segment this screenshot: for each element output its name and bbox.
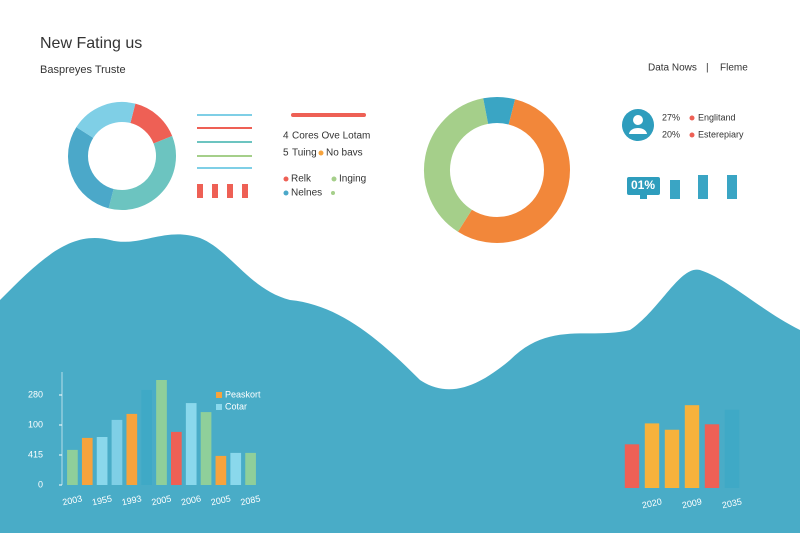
bar: [67, 449, 78, 485]
bar: [126, 413, 138, 485]
y-tick-label: 280: [28, 389, 43, 399]
progress-lines: [197, 113, 366, 198]
bar: [704, 424, 720, 488]
badge-text: 01%: [631, 178, 655, 192]
stat-name: Englitand: [698, 112, 736, 122]
bar: [141, 389, 152, 485]
bar: [684, 405, 700, 488]
x-tick-label: 2020: [641, 496, 663, 510]
legend-number: 5: [283, 148, 289, 159]
donut-segment: [108, 136, 176, 210]
stat-name: Esterepiary: [698, 129, 744, 139]
mountain-background: [0, 234, 800, 533]
legend-number: 4: [283, 131, 289, 142]
donut-segment: [129, 103, 173, 144]
legend-text: Nelnes: [291, 188, 322, 199]
x-tick-label: 2035: [721, 496, 743, 510]
bar: [644, 423, 660, 488]
nav-separator: |: [706, 63, 709, 74]
bar: [230, 452, 242, 485]
y-tick-label: 0: [38, 479, 43, 489]
x-tick-label: 2005: [210, 493, 232, 507]
legend-dot: [283, 176, 289, 182]
x-tick-label: 2003: [61, 493, 83, 507]
legend-dot: [689, 132, 695, 138]
x-tick-label: 1993: [121, 493, 143, 507]
bar: [215, 455, 227, 485]
legend-text: Inging: [339, 174, 366, 185]
donut-segment: [68, 127, 115, 209]
bar: [664, 429, 680, 488]
bar: [156, 380, 167, 485]
badge-stand: [640, 195, 647, 199]
donut-segment: [483, 97, 516, 125]
x-tick-label: 1955: [91, 493, 113, 507]
x-tick-label: 2006: [180, 493, 202, 507]
avatar: [622, 109, 654, 141]
stat: 20%: [662, 129, 680, 139]
bar: [171, 431, 182, 485]
bar: [624, 444, 640, 488]
legend-dot: [689, 115, 695, 121]
legend-dot: [283, 190, 289, 196]
legend-swatch: [216, 392, 222, 398]
y-tick-label: 415: [28, 449, 43, 459]
legend-label: Cotar: [225, 401, 247, 411]
donut-segment: [457, 99, 570, 243]
badge: [627, 177, 660, 195]
donut-segment: [76, 102, 136, 139]
legend-text: No bavs: [326, 148, 363, 159]
legend-swatch: [216, 404, 222, 410]
bar: [96, 437, 108, 485]
y-tick-label: 100: [28, 419, 43, 429]
bar: [111, 419, 123, 485]
legend-dot: [331, 191, 335, 195]
bar: [200, 412, 212, 485]
bar: [185, 403, 197, 485]
stat: 27%: [662, 112, 680, 122]
nav-item[interactable]: Data Nows: [648, 63, 697, 74]
legend-label: Peaskort: [225, 389, 261, 399]
bar: [724, 409, 740, 488]
donut-segment: [424, 98, 489, 232]
title: New Fating us: [40, 35, 142, 52]
bar: [245, 452, 256, 485]
legend-text: Relk: [291, 174, 312, 185]
legend-text: Cores Ove Lotam: [292, 131, 370, 142]
x-tick-label: 2005: [151, 493, 173, 507]
nav-item[interactable]: Fleme: [720, 63, 748, 74]
subtitle: Baspreyes Truste: [40, 64, 126, 76]
legend-dot: [318, 150, 324, 156]
bar: [81, 437, 93, 485]
mini-bars: [670, 175, 737, 199]
x-tick-label: 2009: [681, 496, 703, 510]
legend-text: Tuing: [292, 148, 317, 159]
x-tick-label: 2085: [240, 493, 262, 507]
legend-dot: [331, 176, 337, 182]
